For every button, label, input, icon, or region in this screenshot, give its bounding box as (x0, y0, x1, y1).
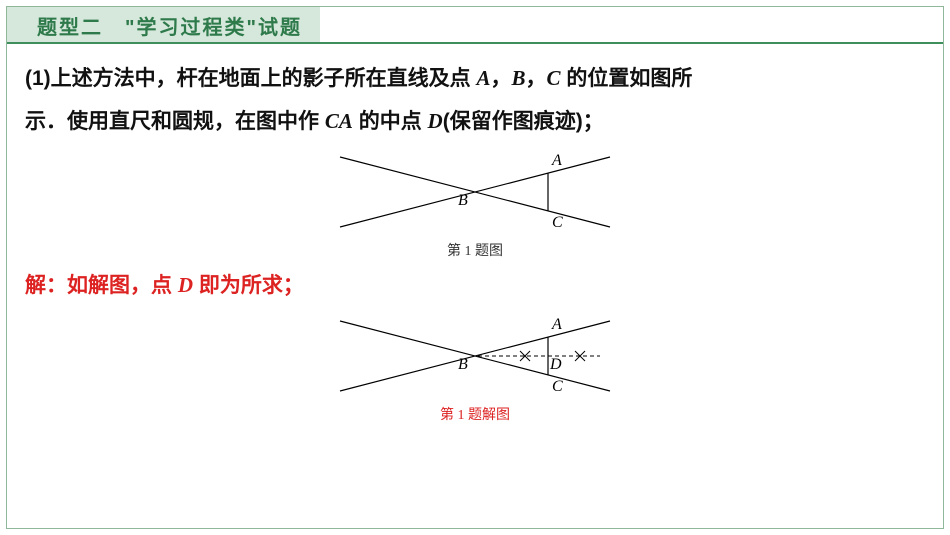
var-C: C (547, 66, 561, 90)
header-rule (320, 22, 943, 28)
fig2-label-B: B (458, 356, 468, 373)
fig1-label-A: A (551, 152, 562, 169)
slide-border: 题型二 "学习过程类"试题 (1)上述方法中，杆在地面上的影子所在直线及点 A，… (6, 6, 944, 529)
fig2-label-C: C (552, 378, 563, 395)
answer-b: 即为所求； (193, 274, 304, 297)
content-area: (1)上述方法中，杆在地面上的影子所在直线及点 A，B，C 的位置如图所 示．使… (17, 47, 933, 518)
problem-prefix: (1) (25, 67, 51, 90)
var-A: A (477, 66, 491, 90)
header-bar: 题型二 "学习过程类"试题 (7, 7, 943, 44)
fig1-label-B: B (458, 192, 468, 209)
problem-line2b: 的中点 (353, 110, 428, 133)
answer-var-D: D (178, 273, 193, 297)
figure-2-caption: 第 1 题解图 (25, 404, 925, 424)
var-CA: CA (325, 109, 353, 133)
figure-1: A B C 第 1 题图 (25, 149, 925, 260)
fig2-label-A: A (551, 316, 562, 333)
problem-text: (1)上述方法中，杆在地面上的影子所在直线及点 A，B，C 的位置如图所 示．使… (25, 57, 925, 143)
fig2-label-D: D (549, 356, 562, 373)
answer-text: 解：如解图，点 D 即为所求； (25, 264, 925, 307)
sep1: ， (491, 67, 512, 90)
fig1-label-C: C (552, 214, 563, 231)
figure-2: A B C D 第 1 题解图 (25, 313, 925, 424)
figure-1-svg: A B C (330, 149, 620, 233)
sep2: ， (526, 67, 547, 90)
figure-2-svg: A B C D (330, 313, 620, 397)
header-title: 题型二 "学习过程类"试题 (7, 7, 320, 42)
var-B: B (512, 66, 526, 90)
problem-line2c: (保留作图痕迹)； (443, 110, 604, 133)
problem-line1b: 的位置如图所 (561, 67, 693, 90)
problem-line2a: 示．使用直尺和圆规，在图中作 (25, 110, 325, 133)
problem-line1a: 上述方法中，杆在地面上的影子所在直线及点 (51, 67, 477, 90)
answer-prefix: 解： (25, 274, 67, 297)
var-D: D (428, 109, 443, 133)
answer-a: 如解图，点 (67, 274, 178, 297)
figure-1-caption: 第 1 题图 (25, 240, 925, 260)
